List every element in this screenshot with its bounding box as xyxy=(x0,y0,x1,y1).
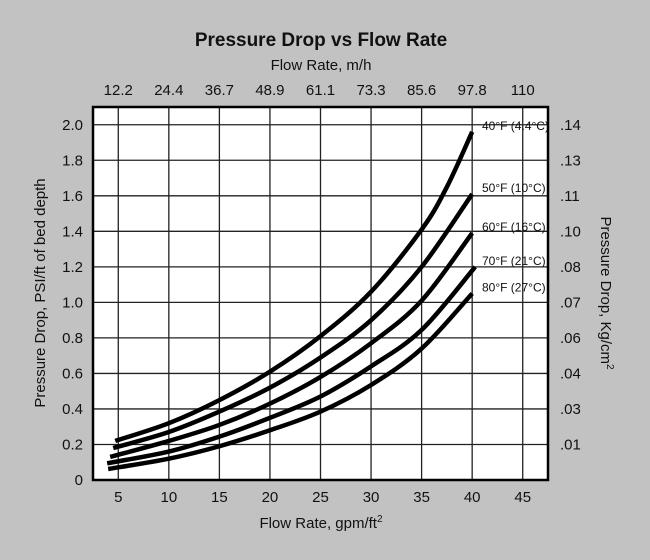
y2-tick-label: .04 xyxy=(560,365,581,382)
y-tick-label: 1.2 xyxy=(62,259,83,276)
x2-tick-label: 85.6 xyxy=(407,82,436,99)
y-axis-label: Pressure Drop, PSI/ft of bed depth xyxy=(32,178,49,407)
x-axis-label: Flow Rate, gpm/ft2 xyxy=(259,514,383,532)
y2-tick-label: .14 xyxy=(560,117,581,134)
plot-frame xyxy=(91,105,550,482)
x-axis-label-text: Flow Rate, gpm/ft xyxy=(259,515,377,532)
x2-tick-label: 97.8 xyxy=(458,82,487,99)
y-tick-label: 1.6 xyxy=(62,188,83,205)
x-tick-label: 35 xyxy=(413,489,430,506)
y-tick-label: 0.6 xyxy=(62,365,83,382)
top-axis-label: Flow Rate, m/h xyxy=(271,57,372,74)
series-line xyxy=(114,130,475,444)
y-tick-label: 1.8 xyxy=(62,152,83,169)
series-line xyxy=(106,265,477,466)
series-line xyxy=(109,231,474,460)
x2-tick-label: 73.3 xyxy=(356,82,385,99)
x2-tick-label: 48.9 xyxy=(255,82,284,99)
y2-tick-label: .08 xyxy=(560,259,581,276)
chart-title: Pressure Drop vs Flow Rate xyxy=(195,30,447,51)
y2-axis-label-sup: 2 xyxy=(604,364,615,370)
y2-axis-label-text: Pressure Drop, Kg/cm xyxy=(597,216,614,364)
x2-tick-label: 36.7 xyxy=(205,82,234,99)
x-tick-label: 25 xyxy=(312,489,329,506)
y-tick-label: 2.0 xyxy=(62,117,83,134)
y-tick-label: 0.4 xyxy=(62,401,83,418)
series-label: 60°F (16°C) xyxy=(482,220,546,234)
y-tick-label: 0 xyxy=(75,472,83,489)
x-tick-label: 10 xyxy=(160,489,177,506)
series-line xyxy=(112,192,475,451)
y2-tick-label: .03 xyxy=(560,401,581,418)
grid xyxy=(93,107,548,480)
series-label: 70°F (21°C) xyxy=(482,254,546,268)
series-label: 80°F (27°C) xyxy=(482,281,546,295)
x2-tick-label: 12.2 xyxy=(104,82,133,99)
y2-tick-label: .13 xyxy=(560,152,581,169)
x-axis-label-sup: 2 xyxy=(377,514,383,525)
series-line xyxy=(107,291,474,472)
y2-tick-label: .06 xyxy=(560,330,581,347)
y2-tick-label: .10 xyxy=(560,223,581,240)
y2-tick-label: .07 xyxy=(560,294,581,311)
x-tick-label: 40 xyxy=(464,489,481,506)
series-label: 50°F (10°C) xyxy=(482,181,546,195)
x2-tick-label: 61.1 xyxy=(306,82,335,99)
tick-labels: 5 12.2 10 24.4 15 36.7 20 48.9 25 61.1 30 73.3 35 85.… xyxy=(62,82,581,506)
y2-axis-label: Pressure Drop, Kg/cm2 xyxy=(597,216,615,370)
x2-tick-label: 110 xyxy=(511,82,535,99)
x-tick-label: 45 xyxy=(514,489,531,506)
y2-tick-label: .01 xyxy=(560,436,581,453)
y-tick-label: 1.4 xyxy=(62,223,83,240)
x-tick-label: 30 xyxy=(363,489,380,506)
series-label: 40°F (4.4°C) xyxy=(482,119,549,133)
y-tick-label: 0.8 xyxy=(62,330,83,347)
x-tick-label: 20 xyxy=(262,489,279,506)
y-tick-label: 1.0 xyxy=(62,294,83,311)
x2-tick-label: 24.4 xyxy=(154,82,183,99)
y-tick-label: 0.2 xyxy=(62,436,83,453)
curves: 40°F (4.4°C) 50°F (10°C) 60°F (16°C) 70°F (… xyxy=(106,119,549,472)
x-tick-label: 5 xyxy=(114,489,122,506)
x-tick-label: 15 xyxy=(211,489,228,506)
y2-tick-label: .11 xyxy=(560,188,580,205)
